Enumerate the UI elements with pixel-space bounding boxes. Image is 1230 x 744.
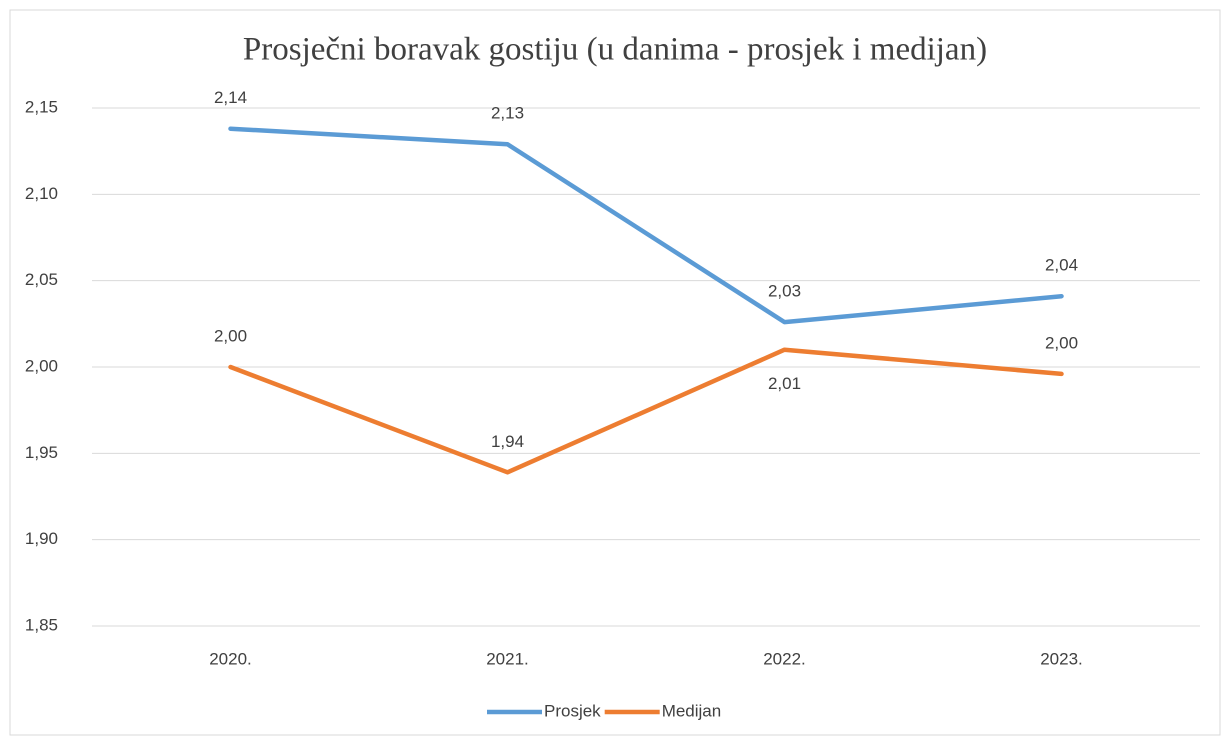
x-tick-label: 2022. <box>763 649 806 668</box>
series-line <box>228 347 1064 475</box>
x-tick-label: 2020. <box>209 649 252 668</box>
y-tick-label: 2,00 <box>25 356 58 375</box>
data-label: 2,13 <box>491 104 524 123</box>
series-line <box>228 126 1064 325</box>
data-label: 1,94 <box>491 432 524 451</box>
data-label: 2,03 <box>768 282 801 301</box>
data-label: 2,00 <box>1045 333 1078 352</box>
legend-label: Medijan <box>662 701 722 720</box>
legend-label: Prosjek <box>544 701 601 720</box>
data-label: 2,04 <box>1045 256 1078 275</box>
y-tick-label: 1,95 <box>25 443 58 462</box>
chart-border <box>9 9 1221 736</box>
y-tick-label: 2,10 <box>25 184 58 203</box>
y-tick-label: 1,85 <box>25 615 58 634</box>
data-label: 2,00 <box>214 326 247 345</box>
y-tick-label: 1,90 <box>25 529 58 548</box>
chart-title: Prosječni boravak gostiju (u danima - pr… <box>243 32 987 68</box>
y-tick-label: 2,15 <box>25 97 58 116</box>
y-tick-label: 2,05 <box>25 270 58 289</box>
x-tick-label: 2021. <box>486 649 529 668</box>
data-label: 2,01 <box>768 374 801 393</box>
data-label: 2,14 <box>214 88 247 107</box>
x-tick-label: 2023. <box>1040 649 1083 668</box>
